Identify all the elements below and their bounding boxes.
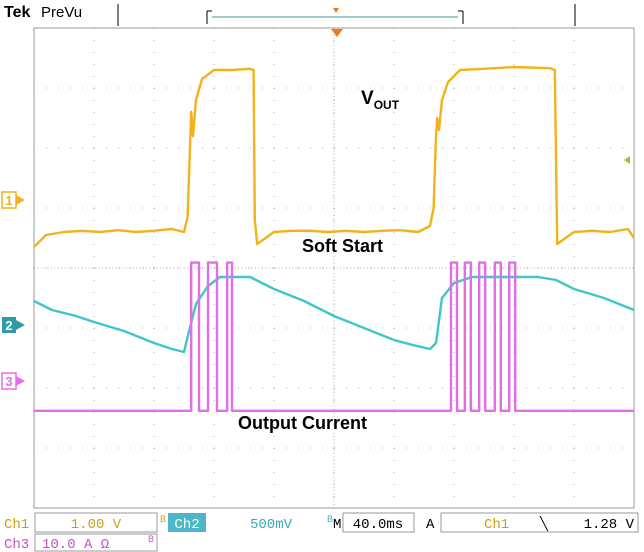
status-row-2: Ch3 10.0 A Ω B: [4, 533, 158, 552]
ch2-scale: 500mV: [250, 517, 293, 533]
ch2-bw-icon: B: [327, 514, 333, 524]
vout-annotation-sub: OUT: [374, 98, 400, 112]
trigger-level-icon: [624, 156, 630, 164]
graticule: [33, 27, 635, 509]
ch1-bw-icon: B: [160, 514, 166, 524]
timebase: 40.0ms: [353, 517, 403, 533]
trigger-source: Ch1: [484, 517, 509, 533]
ch3-marker: 3: [1, 372, 25, 390]
vout-annotation: VOUT: [361, 88, 400, 112]
record-position-icon: [333, 8, 339, 13]
record-view-bar: [206, 8, 464, 24]
mode-label: PreVu: [41, 4, 82, 21]
ch1-marker-label: 1: [5, 193, 12, 208]
ch3-scale-box: [34, 533, 158, 552]
ch3-marker-label: 3: [5, 374, 12, 389]
soft-start-trace: [33, 275, 635, 354]
ch1-scale: 1.00 V: [71, 517, 122, 533]
output-current-trace: [34, 261, 634, 412]
ch2-marker-label: 2: [5, 318, 12, 333]
trigger-level: 1.28 V: [584, 517, 635, 533]
brand-label: Tek: [4, 4, 30, 21]
timebase-prefix: M: [333, 517, 341, 533]
trigger-box: [440, 512, 639, 533]
soft-start-annotation: Soft Start: [302, 236, 383, 256]
ch1-label: Ch1: [4, 517, 29, 533]
ch3-scale: 10.0 A Ω: [42, 537, 109, 552]
status-row-1: Ch1 1.00 V B Ch2 500mV B M 40.0ms A Ch1 …: [4, 512, 639, 533]
timebase-box: [342, 512, 415, 533]
acquisition-mode: A: [426, 517, 435, 533]
ch1-scale-box: [34, 512, 158, 533]
ch3-bw-icon: B: [148, 534, 154, 544]
ch1-marker: 1: [1, 191, 25, 209]
ch3-label: Ch3: [4, 537, 29, 552]
traces: [33, 65, 635, 412]
trigger-position-icon: [331, 29, 343, 37]
ch2-label: Ch2: [174, 517, 199, 533]
output-current-annotation: Output Current: [238, 413, 367, 433]
trigger-slope-icon: ╲: [539, 515, 549, 532]
vout-trace: [33, 65, 635, 248]
ch2-marker: 2: [2, 317, 25, 333]
vout-annotation-main: V: [361, 88, 374, 109]
ch2-label-box: [168, 513, 206, 532]
